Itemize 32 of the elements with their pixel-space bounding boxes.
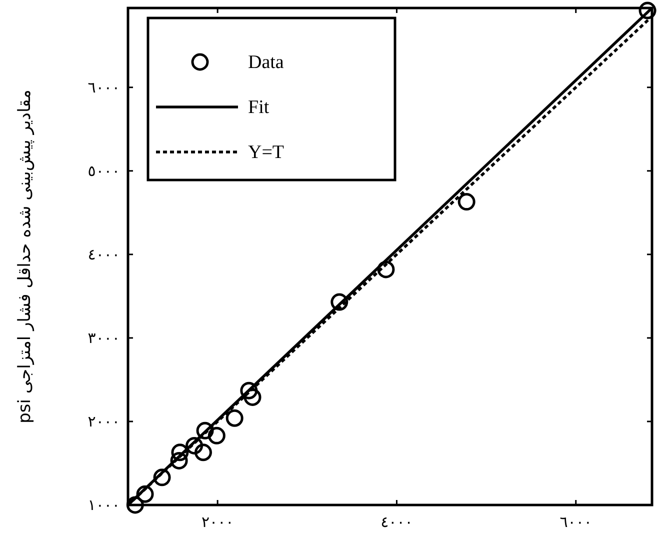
point — [244, 388, 262, 406]
x-tick-label: ٦٠٠٠ — [560, 513, 592, 531]
point — [126, 496, 144, 514]
legend-label: Data — [248, 52, 284, 73]
x-tick-label: ٢٠٠٠ — [201, 513, 234, 531]
legend-label: Fit — [248, 97, 270, 118]
point — [136, 485, 154, 503]
point — [208, 426, 226, 444]
x-tick-label: ٤٠٠٠ — [380, 513, 413, 531]
y-tick-label: ٤٠٠٠ — [88, 245, 120, 264]
point — [638, 2, 656, 20]
legend-item: Data — [191, 52, 284, 73]
point — [377, 260, 395, 278]
point — [226, 409, 244, 427]
point — [171, 444, 189, 462]
point — [170, 452, 188, 470]
point — [194, 444, 212, 462]
y-tick-label: ٥٠٠٠ — [88, 162, 120, 180]
point — [330, 293, 348, 311]
point — [153, 468, 171, 486]
point — [458, 193, 476, 211]
legend-item: Fit — [156, 97, 270, 118]
y-tick-label: ١٠٠٠ — [88, 496, 120, 514]
y-axis-title: مقادیر پیش‌بینی شده حداقل فشار امتزاجی psi — [15, 90, 35, 424]
legend-item: Y=T — [156, 142, 284, 163]
legend-label: Y=T — [248, 142, 284, 163]
point — [186, 436, 204, 454]
y-tick-label: ٢٠٠٠ — [88, 412, 120, 430]
point — [196, 422, 214, 440]
point — [240, 382, 258, 400]
y-tick-label: ٦٠٠٠ — [88, 78, 120, 96]
y-tick-label: ٣٠٠٠ — [88, 328, 120, 347]
